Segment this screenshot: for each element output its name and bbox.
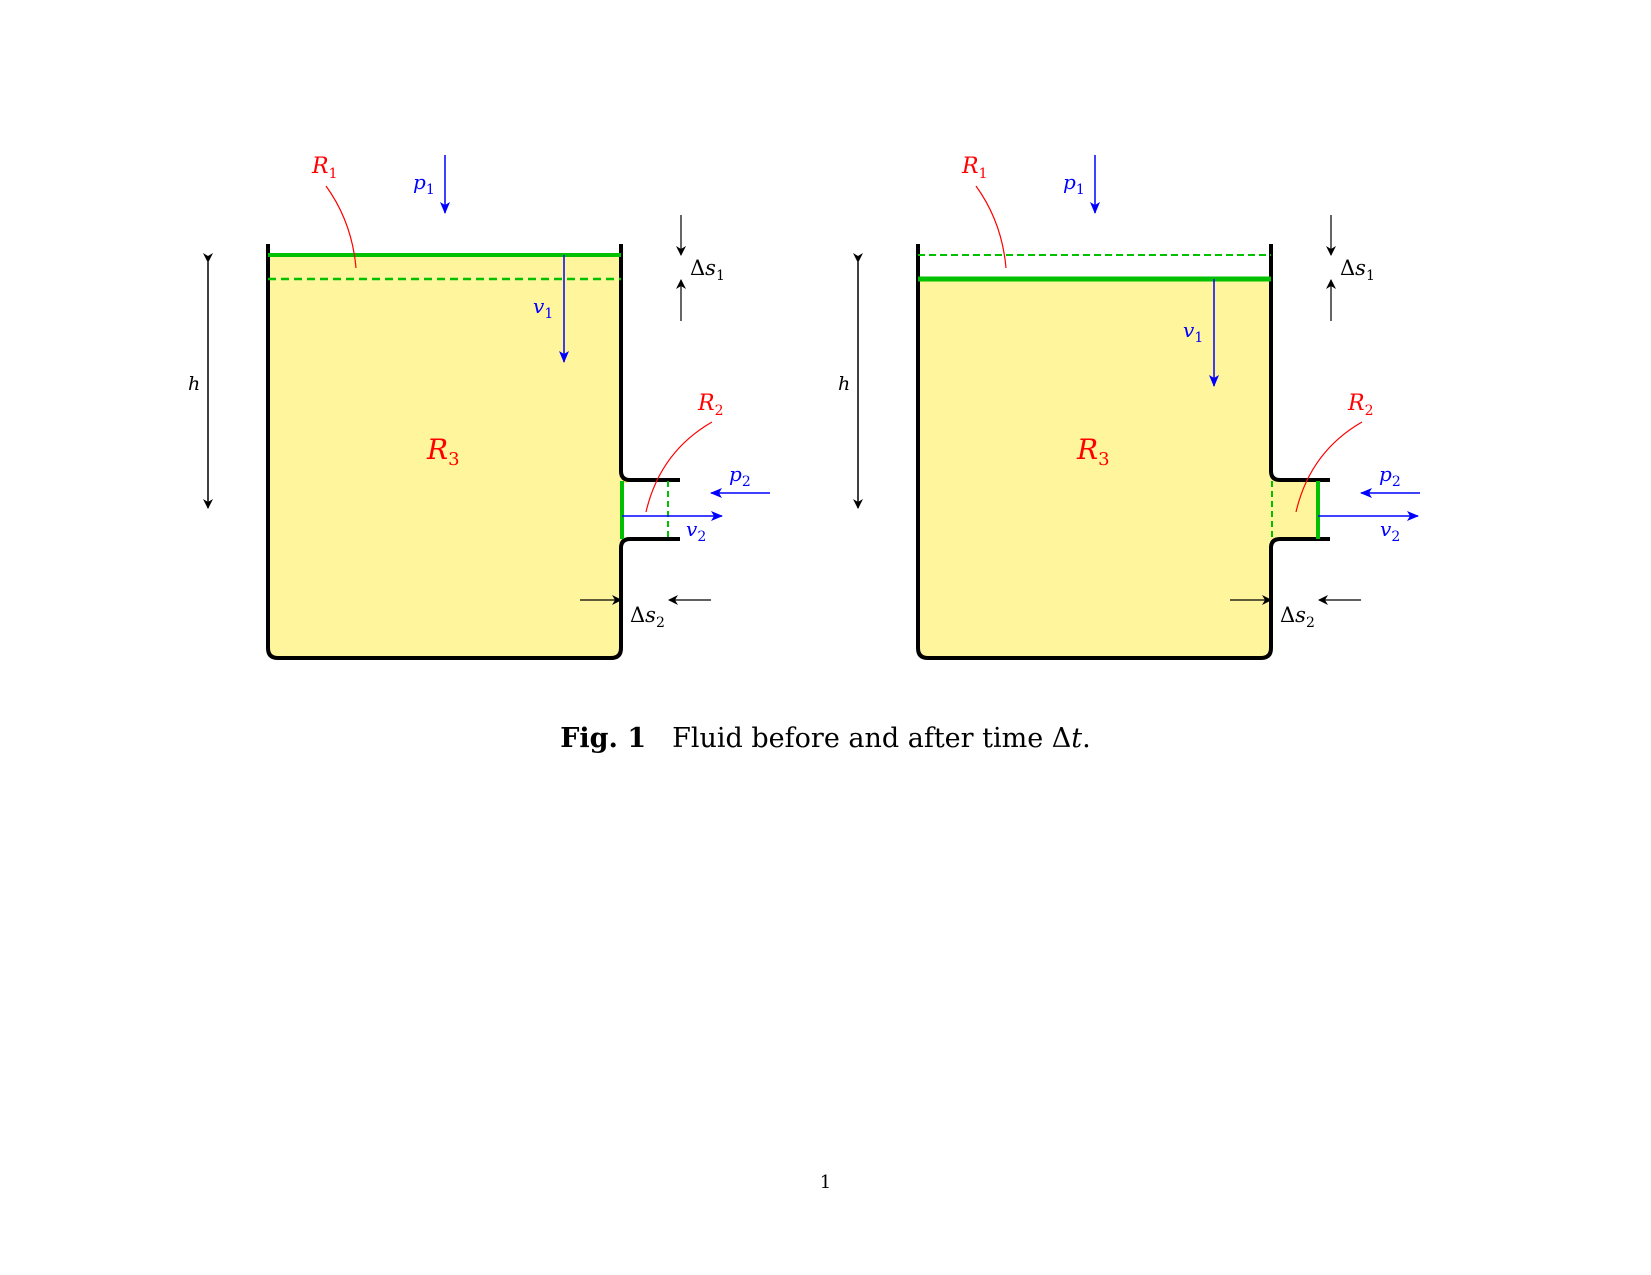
p1-label-before: p1 bbox=[413, 170, 435, 198]
p2-label-after: p2 bbox=[1379, 462, 1401, 490]
h-label-after: h bbox=[838, 373, 850, 395]
figure-caption: Fig. 1 Fluid before and after time Δt. bbox=[0, 723, 1651, 754]
r3-label-before: R3 bbox=[426, 433, 460, 470]
page-number: 1 bbox=[819, 1172, 832, 1193]
r1-label-after: R1 bbox=[961, 154, 988, 182]
panel-before: h R1 p1 v1 Δs1 R3 R2 p2 v2 Δs2 bbox=[188, 154, 770, 660]
v2-label-before: v2 bbox=[686, 517, 706, 545]
r1-label-before: R1 bbox=[311, 154, 338, 182]
ds1-label-after: Δs1 bbox=[1340, 256, 1375, 284]
v1-label-after: v1 bbox=[1183, 318, 1203, 346]
r3-label-after: R3 bbox=[1076, 433, 1110, 470]
ds2-label-after: Δs2 bbox=[1280, 603, 1315, 631]
v2-label-after: v2 bbox=[1380, 517, 1400, 545]
p1-label-after: p1 bbox=[1063, 170, 1085, 198]
caption-suffix: . bbox=[1082, 723, 1091, 754]
panel-after: h R1 p1 v1 Δs1 R3 R2 p2 v2 Δs2 bbox=[838, 154, 1420, 660]
tank-wall-before bbox=[266, 244, 680, 660]
tank-wall-after bbox=[916, 244, 1330, 660]
fluid-region-before bbox=[268, 255, 628, 658]
r1-leader-after bbox=[975, 185, 1007, 269]
ds2-label-before: Δs2 bbox=[630, 603, 665, 631]
r2-label-after: R2 bbox=[1347, 391, 1374, 419]
p2-label-before: p2 bbox=[729, 462, 751, 490]
figure-label: Fig. 1 bbox=[560, 723, 647, 754]
r2-label-before: R2 bbox=[697, 391, 724, 419]
r2-leader-before bbox=[645, 421, 713, 513]
fluid-region-after bbox=[918, 279, 1318, 658]
caption-delta: Δ bbox=[1051, 723, 1072, 754]
h-label-before: h bbox=[188, 373, 200, 395]
r2-leader-after bbox=[1295, 421, 1363, 513]
r1-leader-before bbox=[325, 185, 357, 269]
ds1-label-before: Δs1 bbox=[690, 256, 725, 284]
caption-text: Fluid before and after time bbox=[672, 723, 1052, 754]
v1-label-before: v1 bbox=[533, 294, 553, 322]
caption-variable: t bbox=[1071, 723, 1083, 754]
